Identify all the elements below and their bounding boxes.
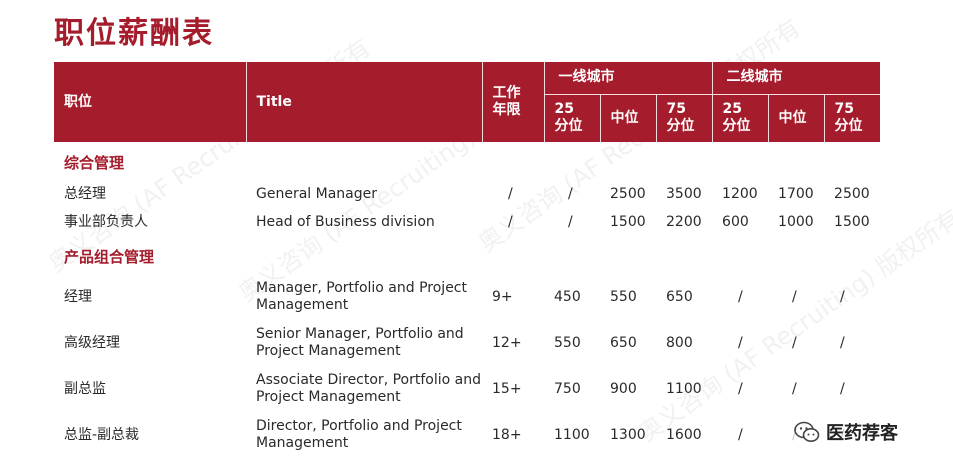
cell-tier1-p75: 650	[666, 288, 693, 305]
account-name: 医药荐客	[826, 423, 898, 444]
cell-tier1-p50: 900	[610, 380, 637, 397]
cell-tier1-p75: 2200	[666, 213, 702, 230]
header-tier1-p25: 25分位	[543, 94, 600, 142]
cell-tier1-p25: 550	[554, 334, 581, 351]
cell-title: Manager, Portfolio and Project Managemen…	[256, 280, 467, 313]
cell-position: 经理	[64, 288, 92, 305]
header-tier2-p50: 中位	[767, 94, 825, 142]
header-tier1-city: 一线城市	[543, 62, 713, 95]
cell-tier2-p75: /	[840, 334, 845, 351]
cell-position: 总经理	[64, 185, 106, 202]
cell-tier2-p50: 1700	[778, 185, 814, 202]
cell-tier1-p75: 1100	[666, 380, 702, 397]
cell-tier2-p75: 1500	[834, 213, 870, 230]
salary-table: 职位 Title 工作年限 一线城市 二线城市 25分位 中位 75分位 25分…	[54, 62, 881, 458]
header-tier2-p25: 25分位	[711, 94, 769, 142]
cell-years: 12+	[492, 334, 522, 351]
cell-title: Director, Portfolio and Project Manageme…	[256, 418, 462, 451]
cell-years: 18+	[492, 426, 522, 443]
cell-tier2-p75: 2500	[834, 185, 870, 202]
header-tier2-city: 二线城市	[711, 62, 881, 95]
cell-tier1-p50: 2500	[610, 185, 646, 202]
cell-position: 副总监	[64, 380, 106, 397]
cell-tier2-p50: /	[792, 334, 797, 351]
cell-years: /	[508, 185, 513, 202]
table-row: 事业部负责人 Head of Business division / / 150…	[54, 208, 880, 236]
cell-tier2-p25: /	[738, 288, 743, 305]
header-tier1-p75: 75分位	[655, 94, 713, 142]
cell-tier2-p25: 600	[722, 213, 749, 230]
cell-tier1-p50: 1300	[610, 426, 646, 443]
cell-tier1-p75: 1600	[666, 426, 702, 443]
header-title: Title	[245, 62, 482, 142]
cell-tier2-p75: /	[840, 380, 845, 397]
cell-tier1-p50: 550	[610, 288, 637, 305]
cell-position: 总监-副总裁	[64, 426, 140, 443]
cell-position: 事业部负责人	[64, 213, 148, 230]
table-row: 经理 Manager, Portfolio and Project Manage…	[54, 274, 880, 320]
cell-tier2-p50: /	[792, 380, 797, 397]
cell-title: Head of Business division	[256, 213, 435, 230]
cell-tier2-p50: 1000	[778, 213, 814, 230]
cell-tier1-p25: 1100	[554, 426, 590, 443]
cell-years: 15+	[492, 380, 522, 397]
cell-tier2-p25: /	[738, 334, 743, 351]
cell-tier2-p50: /	[792, 288, 797, 305]
cell-tier2-p75: /	[840, 288, 845, 305]
header-tier1-p50: 中位	[599, 94, 656, 142]
cell-tier1-p25: /	[568, 185, 573, 202]
cell-tier1-p50: 650	[610, 334, 637, 351]
cell-title: Senior Manager, Portfolio and Project Ma…	[256, 326, 464, 359]
section-name: 产品组合管理	[64, 247, 155, 266]
account-badge: 医药荐客	[790, 417, 902, 447]
cell-position: 高级经理	[64, 334, 120, 351]
header-years: 工作年限	[481, 62, 544, 142]
cell-title: General Manager	[256, 185, 377, 202]
cell-tier1-p75: 800	[666, 334, 693, 351]
cell-tier1-p25: 750	[554, 380, 581, 397]
cell-tier1-p25: 450	[554, 288, 581, 305]
cell-title: Associate Director, Portfolio and Projec…	[256, 372, 481, 405]
table-row: 高级经理 Senior Manager, Portfolio and Proje…	[54, 320, 880, 366]
header-tier2-p75: 75分位	[823, 94, 881, 142]
cell-tier2-p25: 1200	[722, 185, 758, 202]
section-row: 产品组合管理	[54, 236, 880, 274]
cell-years: 9+	[492, 288, 513, 305]
cell-tier1-p75: 3500	[666, 185, 702, 202]
cell-tier2-p25: /	[738, 380, 743, 397]
cell-tier1-p25: /	[568, 213, 573, 230]
table-row: 总监-副总裁 Director, Portfolio and Project M…	[54, 412, 880, 458]
section-name: 综合管理	[64, 153, 125, 172]
table-row: 副总监 Associate Director, Portfolio and Pr…	[54, 366, 880, 412]
cell-tier1-p50: 1500	[610, 213, 646, 230]
cell-years: /	[508, 213, 513, 230]
wechat-icon	[794, 421, 820, 442]
table-row: 总经理 General Manager / / 2500 3500 1200 1…	[54, 180, 880, 208]
page-title: 职位薪酬表	[54, 16, 214, 51]
header-position: 职位	[54, 62, 246, 142]
section-row: 综合管理	[54, 142, 880, 180]
cell-tier2-p25: /	[738, 426, 743, 443]
